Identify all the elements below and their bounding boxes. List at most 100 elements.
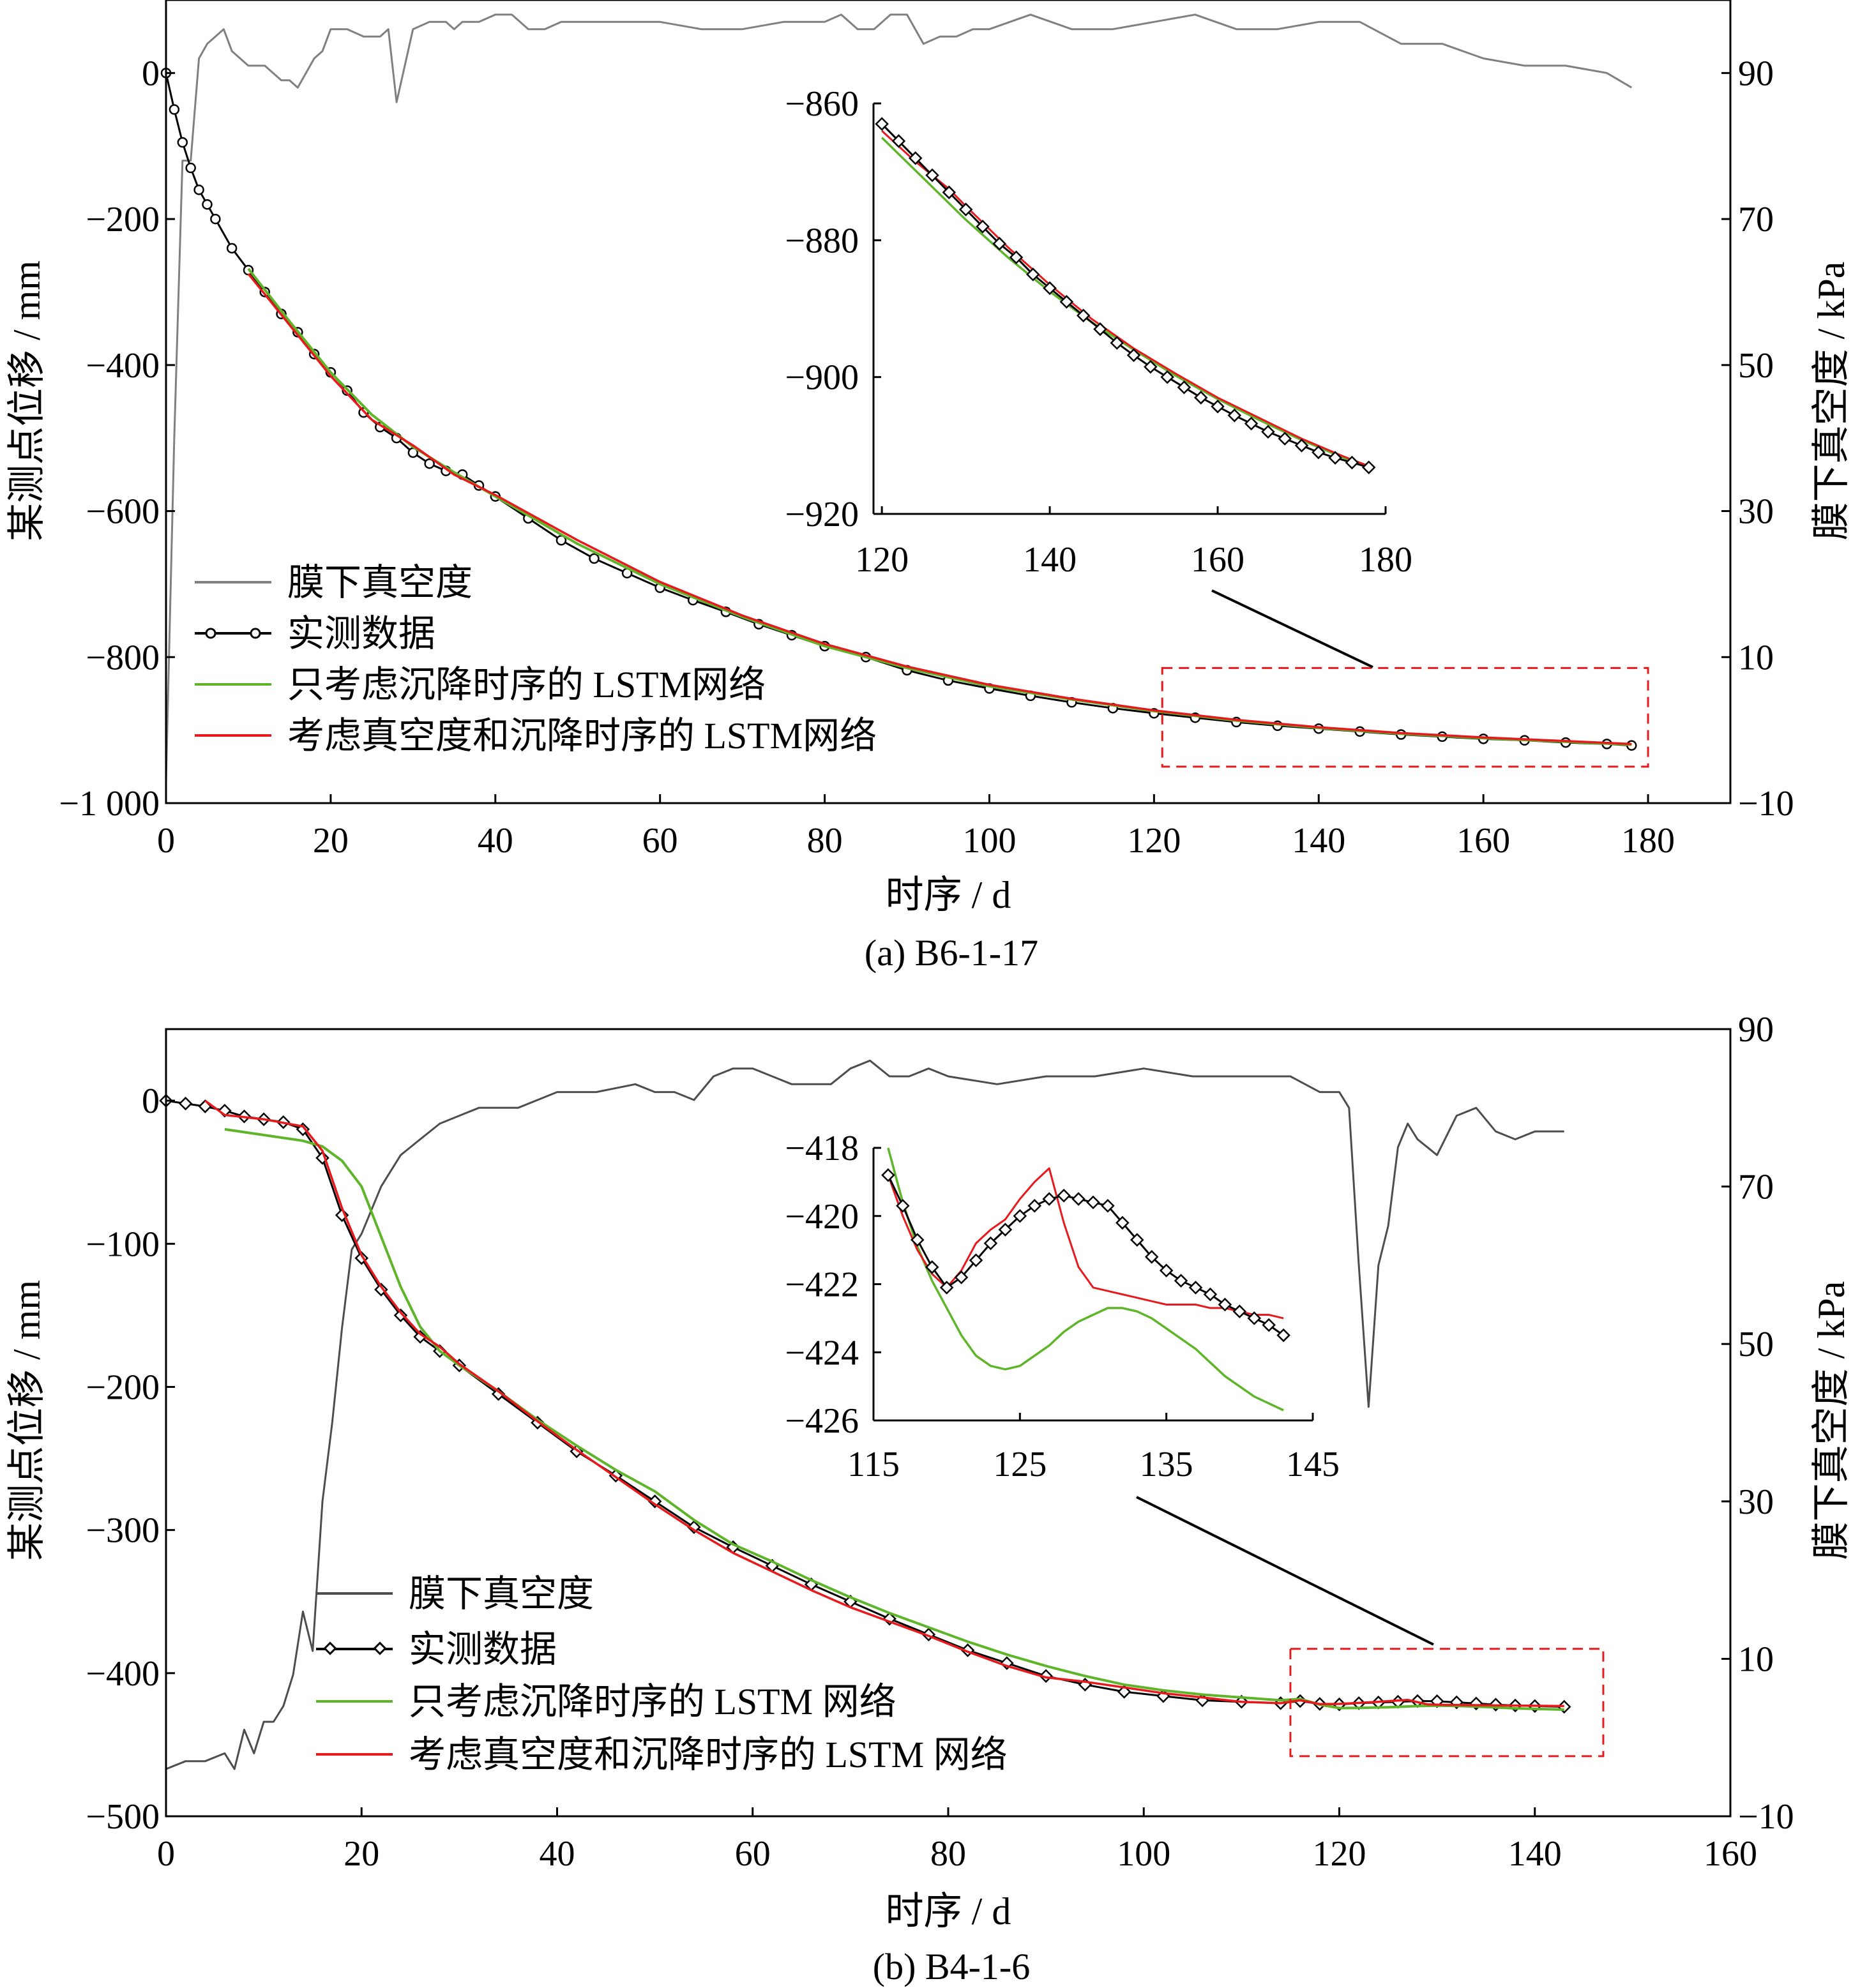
inset-measured-point: [942, 185, 956, 200]
series-measured-point: [226, 243, 238, 254]
inset-x-tick-label: 140: [1023, 540, 1077, 580]
x-axis-label: 时序 / d: [886, 874, 1011, 916]
inset-measured-point: [1043, 281, 1057, 296]
y-right-tick-label: −10: [1738, 784, 1794, 824]
panel-b-chart: 0 20 40 60 80 100 120 140 160 0 −100 −200 −300 −400 −5…: [6, 1010, 1852, 1987]
plot-frame: [165, 0, 1732, 804]
inset-measured-point: [1093, 322, 1107, 336]
inset-measured-point: [1126, 348, 1141, 363]
y-right-tick-label: 10: [1738, 1639, 1774, 1679]
x-tick-label: 60: [735, 1834, 771, 1874]
caption-b: (b) B4-1-6: [873, 1946, 1030, 1987]
inset-background: [873, 103, 1386, 514]
inset-x-tick-label: 145: [1286, 1445, 1340, 1484]
inset-y-tick-label: −900: [785, 358, 859, 398]
inset-y-tick-label: −418: [785, 1129, 859, 1168]
x-axis-label: 时序 / d: [886, 1890, 1011, 1932]
y-right-tick-label: 70: [1738, 200, 1774, 239]
zoom-box: [1289, 1648, 1605, 1758]
inset-x-tick-label: 125: [993, 1445, 1047, 1484]
inset-lstm-settlement-line: [887, 1147, 1284, 1412]
legend-label-vacuum: 膜下真空度: [409, 1573, 594, 1615]
inset-measured-point: [1159, 1263, 1174, 1277]
y-left-tick-label: −1 000: [59, 784, 160, 824]
inset-measured-point: [1247, 1311, 1262, 1325]
inset-measured-point: [1071, 1192, 1085, 1206]
inset-measured-point: [925, 1260, 939, 1274]
inset-measured-point: [1057, 1188, 1071, 1203]
x-tick-label: 60: [642, 821, 678, 861]
inset-x-tick-label: 120: [855, 540, 909, 580]
y-left-tick-label: 0: [142, 1081, 160, 1121]
inset-measured-point: [891, 134, 906, 148]
x-tick-label: 120: [1313, 1834, 1366, 1874]
y-left-tick-label: 0: [142, 54, 160, 93]
inset-measured-point: [1026, 267, 1040, 282]
y-left-tick-label: −400: [86, 346, 160, 386]
inset-y-tick-label: −420: [785, 1197, 859, 1237]
x-tick-label: 160: [1456, 821, 1510, 861]
y-left-tick-label: −300: [86, 1511, 160, 1551]
series-measured-point: [393, 1308, 408, 1323]
zoom-leader-line: [1211, 589, 1373, 668]
inset-measured-point: [1177, 380, 1191, 395]
legend: 膜下真空度 实测数据 只考虑沉降时序的 LSTM 网络 考虑真空度和沉降时序的 …: [316, 1573, 1008, 1775]
x-tick-label: 80: [930, 1834, 966, 1874]
x-tick-label: 80: [807, 821, 843, 861]
inset-x-tick-label: 180: [1359, 540, 1412, 580]
legend-label-lstm-vacuum: 考虑真空度和沉降时序的 LSTM网络: [287, 715, 877, 757]
inset-measured-point: [1312, 445, 1326, 460]
y-right-tick-label: −10: [1738, 1797, 1794, 1837]
inset-measured-point: [976, 220, 990, 234]
inset-measured-point: [954, 1270, 969, 1284]
inset-y-tick-label: −920: [785, 495, 859, 534]
inset-measured-point: [1193, 391, 1208, 405]
legend-marker-measured-1: [323, 1641, 337, 1655]
y-axis-left-label: 某测点位移 / mm: [6, 260, 48, 541]
inset-measured-point: [925, 168, 939, 183]
x-tick-label: 20: [313, 821, 349, 861]
y-right-tick-label: 50: [1738, 346, 1774, 386]
legend-marker-measured-1: [205, 628, 216, 639]
inset-measured-point: [896, 1198, 910, 1213]
x-tick-label: 40: [478, 821, 513, 861]
inset-measured-point: [1144, 1250, 1159, 1264]
inset-lstm-vacuum-line: [887, 1167, 1284, 1320]
inset-measured-point: [1086, 1195, 1100, 1210]
inset-measured-point: [1345, 455, 1359, 470]
series-measured-point: [413, 1330, 427, 1344]
inset-measured-point: [1262, 1318, 1276, 1332]
x-tick-label: 120: [1127, 821, 1181, 861]
inset-x-tick-label: 115: [847, 1445, 900, 1484]
inset-measured-point: [1278, 432, 1292, 446]
series-measured-point: [647, 1495, 662, 1509]
inset-measured-point: [1160, 370, 1174, 384]
y-left-tick-label: −100: [86, 1224, 160, 1264]
inset-measured-point: [1174, 1274, 1188, 1288]
series-measured-point: [185, 162, 196, 174]
series-measured-point: [202, 199, 213, 210]
legend-label-lstm-vacuum: 考虑真空度和沉降时序的 LSTM 网络: [409, 1734, 1008, 1775]
inset-measured-point: [1361, 460, 1376, 474]
series-measured-point: [589, 553, 600, 564]
inset-measured-point: [958, 202, 973, 216]
inset-measured-point: [1218, 1297, 1232, 1312]
inset-measured-point: [1227, 408, 1242, 423]
inset-measured-point: [939, 1281, 954, 1295]
legend-label-measured: 实测数据: [409, 1629, 557, 1670]
inset-x-tick-label: 160: [1191, 540, 1244, 580]
series-measured-point: [210, 213, 221, 225]
y-axis-right-label: 膜下真空度 / kPa: [1810, 262, 1852, 541]
y-left-tick-label: −200: [86, 200, 160, 239]
inset-measured-line: [887, 1175, 1284, 1336]
series-lstm-settlement-line: [224, 1127, 1564, 1711]
legend-label-measured: 实测数据: [287, 613, 435, 654]
inset-measured-point: [1276, 1328, 1290, 1343]
inset-measured-point: [1013, 1209, 1027, 1223]
inset-measured-point: [1203, 1287, 1218, 1302]
y-right-tick-label: 50: [1738, 1325, 1774, 1364]
y-right-tick-label: 70: [1738, 1168, 1774, 1207]
inset-measured-point: [1328, 451, 1342, 465]
inset-measured-point: [998, 1223, 1013, 1237]
